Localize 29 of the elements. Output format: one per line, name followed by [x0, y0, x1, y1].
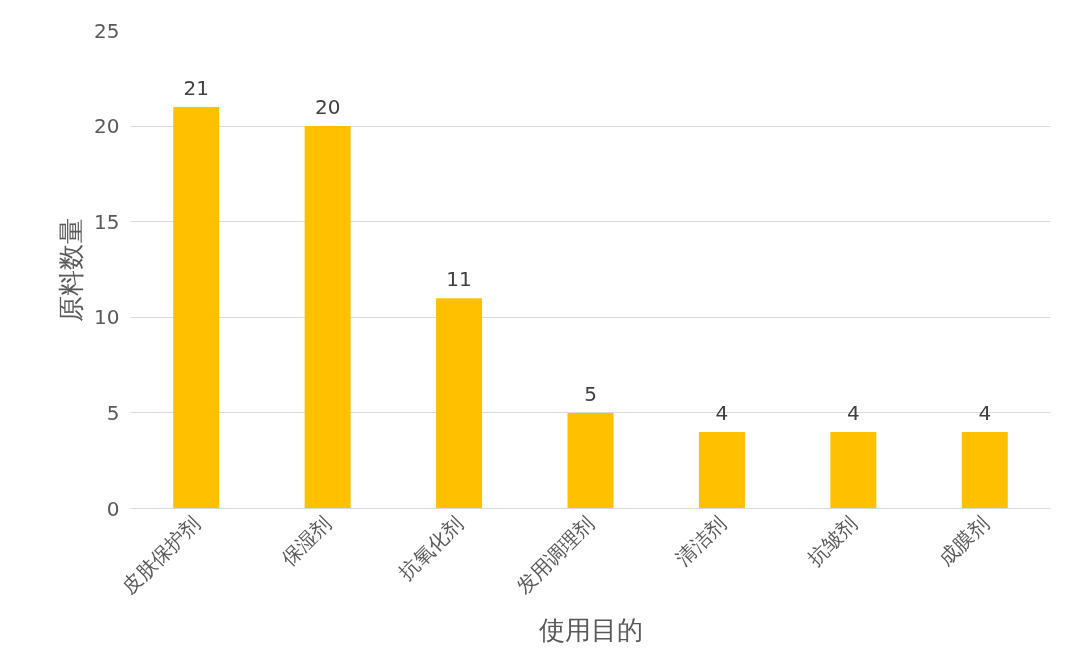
- data-label: 11: [446, 267, 472, 292]
- data-label: 21: [183, 75, 209, 100]
- data-label: 20: [314, 95, 341, 120]
- bar: [567, 412, 614, 509]
- x-tick-label: 发用调理剂: [511, 511, 599, 599]
- data-label: 4: [715, 401, 729, 426]
- y-tick-label: 0: [106, 496, 120, 521]
- bar: [830, 432, 877, 509]
- x-tick-label: 保湿剂: [276, 511, 337, 571]
- data-label: 5: [584, 381, 597, 406]
- y-tick-label: 20: [94, 114, 120, 139]
- x-tick-label: 成膜剂: [933, 511, 994, 571]
- x-axis-title: 使用目的: [538, 615, 643, 646]
- data-label: 4: [978, 401, 992, 426]
- y-tick-label: 15: [94, 209, 120, 234]
- x-tick-label: 清洁剂: [671, 511, 731, 571]
- y-tick-label: 25: [94, 18, 120, 43]
- y-axis-title: 原料数量: [56, 217, 87, 322]
- x-tick-label: 皮肤保护剂: [117, 511, 205, 599]
- x-tick-label: 抗氧化剂: [394, 511, 468, 585]
- bar: [698, 432, 745, 509]
- x-tick-label: 抗皱剂: [802, 511, 862, 571]
- data-label: 4: [846, 401, 860, 426]
- bar: [173, 106, 220, 509]
- bar: [436, 298, 483, 509]
- y-tick-label: 5: [106, 400, 120, 425]
- bar: [304, 126, 351, 509]
- bar: [961, 432, 1008, 509]
- y-tick-label: 10: [94, 305, 120, 330]
